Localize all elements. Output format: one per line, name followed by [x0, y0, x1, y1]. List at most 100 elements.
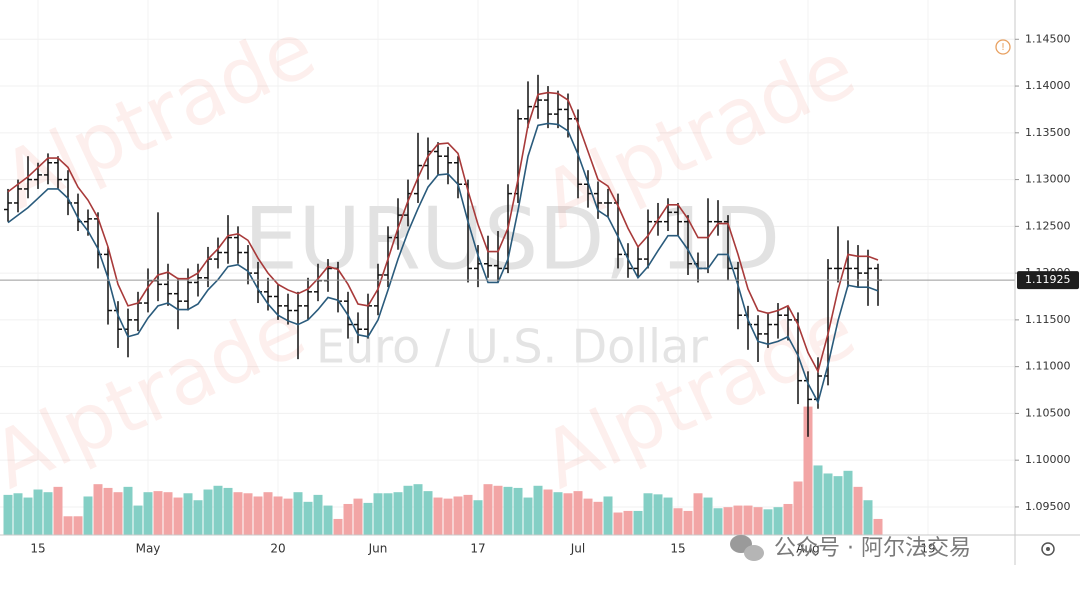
volume-bar: [703, 497, 713, 535]
info-icon-glyph: !: [1001, 42, 1005, 53]
volume-bar: [393, 492, 403, 535]
volume-bar: [183, 493, 193, 535]
volume-bar: [603, 496, 613, 535]
gear-hub: [1046, 547, 1050, 551]
volume-bar: [493, 485, 503, 535]
volume-bar: [223, 487, 233, 535]
icon-bubble: [744, 545, 764, 561]
volume-bar: [173, 497, 183, 535]
volume-bar: [73, 516, 83, 535]
x-tick-label: 19: [920, 542, 935, 556]
volume-bar: [783, 503, 793, 535]
volume-bar: [263, 492, 273, 535]
volume-bar: [123, 486, 133, 535]
volume-bar: [43, 492, 53, 535]
volume-bar: [113, 492, 123, 535]
volume-bar: [383, 493, 393, 535]
volume-bar: [293, 492, 303, 535]
volume-bar: [203, 489, 213, 535]
y-tick-label: 1.13500: [1025, 126, 1071, 139]
description-watermark: Euro / U.S. Dollar: [316, 320, 708, 374]
volume-bar: [323, 505, 333, 535]
volume-bar: [723, 507, 733, 535]
ma-line: [7, 91, 879, 374]
volume-bar: [553, 492, 563, 535]
x-tick-label: 17: [470, 542, 485, 556]
volume-bar: [303, 501, 313, 535]
y-tick-label: 1.11500: [1025, 313, 1071, 326]
volume-bar: [673, 508, 683, 535]
overlay-text: 公众号 · 阿尔法交易: [774, 536, 971, 561]
volume-bar: [253, 496, 263, 535]
volume-bar: [763, 509, 773, 535]
volume-bar: [743, 505, 753, 535]
ma-line: [7, 122, 879, 405]
volume-bar: [463, 494, 473, 535]
y-tick-label: 1.13000: [1025, 173, 1071, 186]
volume-bar: [13, 493, 23, 535]
volume-bar: [273, 496, 283, 535]
volume-bar: [853, 486, 863, 535]
y-tick-label: 1.14000: [1025, 79, 1071, 92]
x-tick-label: Aug: [796, 542, 819, 556]
volume-bar: [863, 500, 873, 535]
volume-bar: [453, 496, 463, 535]
volume-bar: [663, 497, 673, 535]
volume-bar: [153, 491, 163, 535]
volume-bar: [213, 485, 223, 535]
volume-bar: [813, 465, 823, 535]
volume-bar: [633, 510, 643, 535]
volume-bar: [823, 473, 833, 535]
volume-bar: [593, 501, 603, 535]
settings-icon[interactable]: [1041, 542, 1055, 556]
info-icon[interactable]: [995, 39, 1011, 55]
volume-bar: [413, 484, 423, 535]
volume-bar: [843, 470, 853, 535]
axes: 1.095001.100001.105001.110001.115001.120…: [30, 32, 1079, 556]
gear: [1041, 542, 1055, 556]
volume-bar: [33, 489, 43, 535]
volume-bar: [563, 493, 573, 535]
volume-bar: [483, 484, 493, 535]
volume-bar: [573, 491, 583, 535]
volume-bar: [193, 500, 203, 535]
x-tick-label: May: [136, 542, 161, 556]
volume-bar: [313, 494, 323, 535]
volume-bar: [283, 498, 293, 535]
volume-bar: [433, 497, 443, 535]
volume-bar: [583, 498, 593, 535]
volume-bar: [93, 484, 103, 535]
volume-bar: [343, 503, 353, 535]
y-tick-label: 1.09500: [1025, 500, 1071, 513]
volume-bar: [513, 487, 523, 535]
volume-bar: [773, 507, 783, 535]
volume-bar: [143, 492, 153, 535]
volume-bar: [53, 486, 63, 535]
x-tick-label: Jul: [570, 542, 585, 556]
volume-bar: [533, 485, 543, 535]
y-tick-label: 1.12500: [1025, 219, 1071, 232]
volume-bar: [103, 487, 113, 535]
x-tick-label: 15: [30, 542, 45, 556]
x-tick-label: Jun: [368, 542, 388, 556]
volume-bar: [363, 502, 373, 535]
x-tick-label: 15: [670, 542, 685, 556]
last-price-box: [1017, 271, 1079, 290]
volume-bar: [333, 518, 343, 535]
volume-bar: [353, 498, 363, 535]
volume-bar: [623, 510, 633, 535]
volume-bar: [753, 507, 763, 535]
volume-bar: [713, 508, 723, 535]
volume-bar: [733, 505, 743, 535]
plot: [0, 74, 1015, 535]
volume-bar: [233, 492, 243, 535]
y-tick-label: 1.10000: [1025, 453, 1071, 466]
volume-bar: [403, 485, 413, 535]
volume-bar: [873, 518, 883, 535]
volume-bar: [473, 500, 483, 535]
volume-bar: [653, 494, 663, 535]
volume-bar: [793, 481, 803, 535]
volume-bar: [423, 491, 433, 535]
volume-bar: [243, 493, 253, 535]
